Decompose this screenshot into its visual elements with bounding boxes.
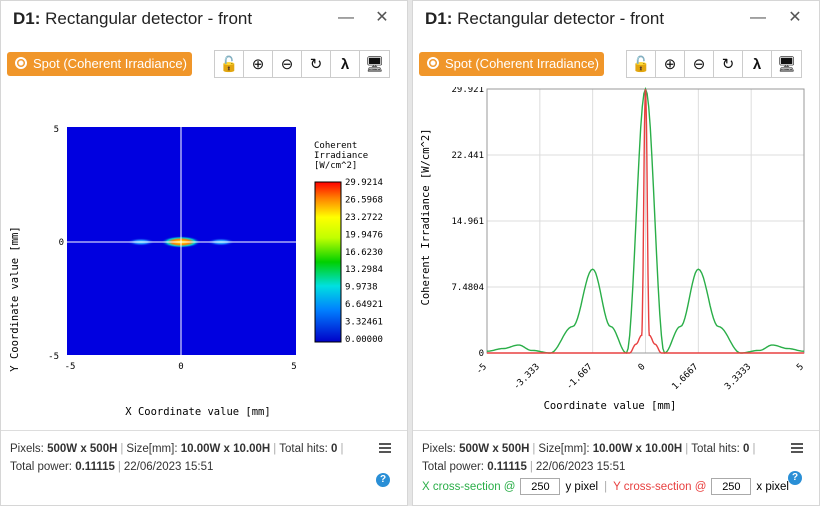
minimize-icon[interactable]: — [338, 9, 354, 26]
menu-icon[interactable] [791, 443, 803, 453]
y-section-label: Y cross-section @ [613, 480, 707, 493]
lambda-icon[interactable]: λ [331, 51, 360, 77]
x-tick: 5 [795, 362, 806, 373]
colorbar-value: 13.2984 [345, 265, 383, 275]
cross-section-chart[interactable]: 0 7.4804 14.961 22.441 29.921 -5 -3.333 -1.667 0… [413, 87, 820, 427]
help-icon[interactable]: ? [788, 471, 802, 485]
y-axis-label: Y Coordinate value [mm] [9, 226, 21, 371]
detector-window-crosssection: D1: Rectangular detector - front — ✕ Spo… [412, 0, 820, 506]
window-title: D1: Rectangular detector - front [13, 9, 253, 28]
menu-icon[interactable] [379, 443, 391, 453]
help-icon[interactable]: ? [376, 473, 390, 487]
colorbar-value: 23.2722 [345, 213, 383, 223]
spot-icon [427, 57, 439, 69]
plot-toolbar: 🔓 ⊕ ⊖ ↻ λ 🖥 [214, 50, 390, 78]
y-tick: 0 [479, 349, 484, 359]
x-tick: -5 [474, 362, 489, 377]
unlock-icon[interactable]: 🔓 [627, 51, 656, 77]
x-tick: 5 [291, 362, 296, 372]
monitor-icon[interactable]: 🖥 [364, 56, 385, 73]
legend-title: Coherent [314, 141, 357, 151]
refresh-icon[interactable]: ↻ [302, 51, 331, 77]
y-tick: 7.4804 [451, 283, 484, 293]
y-tick: 14.961 [451, 217, 484, 227]
unlock-icon[interactable]: 🔓 [215, 51, 244, 77]
y-section-unit: x pixel [756, 480, 789, 493]
close-icon[interactable]: ✕ [788, 9, 802, 26]
spot-icon [15, 57, 27, 69]
detector-info: Pixels: 500W x 500H | Size[mm]: 10.00W x 1… [10, 443, 344, 473]
y-section-input[interactable] [711, 478, 752, 495]
info-footer: Pixels: 500W x 500H | Size[mm]: 10.00W x 1… [1, 430, 407, 505]
zoom-out-icon[interactable]: ⊖ [273, 51, 302, 77]
zoom-in-icon[interactable]: ⊕ [656, 51, 685, 77]
lambda-icon[interactable]: λ [743, 51, 772, 77]
minimize-icon[interactable]: — [750, 9, 766, 26]
y-axis-label: Coherent Irradiance [W/cm^2] [420, 128, 432, 305]
x-tick: 0 [637, 362, 648, 373]
colorbar-value: 19.9476 [345, 230, 383, 240]
x-section-input[interactable] [520, 478, 561, 495]
colorbar-labels: 29.9214 26.5968 23.2722 19.9476 16.6230 13.29… [345, 178, 383, 345]
y-tick: 22.441 [451, 151, 484, 161]
x-tick: -3.333 [512, 362, 542, 392]
colorbar-value: 29.9214 [345, 178, 383, 188]
colorbar-value: 26.5968 [345, 195, 383, 205]
irradiance-plot[interactable]: 5 0 -5 -5 0 5 X Coordinate value [mm] Y … [1, 89, 409, 429]
detector-info: Pixels: 500W x 500H | Size[mm]: 10.00W x 1… [422, 443, 756, 473]
colorbar [314, 181, 342, 343]
x-axis-label: Coordinate value [mm] [544, 400, 677, 412]
close-icon[interactable]: ✕ [375, 9, 389, 26]
x-tick: 0 [178, 362, 183, 372]
x-section-series [487, 87, 804, 354]
colorbar-value: 9.9738 [345, 283, 378, 293]
spot-mode-button[interactable]: Spot (Coherent Irradiance) [7, 52, 192, 76]
y-tick: 5 [54, 125, 59, 135]
zoom-in-icon[interactable]: ⊕ [244, 51, 273, 77]
x-tick: -5 [65, 362, 76, 372]
info-footer: Pixels: 500W x 500H | Size[mm]: 10.00W x 1… [413, 430, 819, 505]
detector-window-2d: D1: Rectangular detector - front — ✕ Spo… [0, 0, 408, 506]
y-tick: -5 [48, 352, 59, 362]
colorbar-value: 0.00000 [345, 335, 383, 345]
plot-toolbar: 🔓 ⊕ ⊖ ↻ λ 🖥 [626, 50, 802, 78]
colorbar-value: 16.6230 [345, 248, 383, 258]
zoom-out-icon[interactable]: ⊖ [685, 51, 714, 77]
x-tick: 1.6667 [670, 362, 700, 392]
x-section-unit: y pixel [565, 480, 599, 493]
cross-section-controls: X cross-section @ y pixel | Y cross-sect… [422, 478, 789, 495]
x-section-label: X cross-section @ [422, 480, 516, 493]
x-tick: 3.3333 [723, 362, 753, 392]
window-title: D1: Rectangular detector - front [425, 9, 665, 28]
y-tick: 0 [59, 238, 64, 248]
legend-title: [W/cm^2] [314, 161, 357, 171]
y-tick: 29.921 [451, 87, 484, 95]
y-section-series [487, 89, 804, 354]
refresh-icon[interactable]: ↻ [714, 51, 743, 77]
legend-title: Irradiance [314, 151, 368, 161]
monitor-icon[interactable]: 🖥 [776, 56, 797, 73]
x-tick: -1.667 [565, 362, 595, 392]
x-axis-label: X Coordinate value [mm] [125, 406, 270, 418]
spot-mode-button[interactable]: Spot (Coherent Irradiance) [419, 52, 604, 76]
colorbar-value: 6.64921 [345, 300, 383, 310]
colorbar-value: 3.32461 [345, 318, 383, 328]
